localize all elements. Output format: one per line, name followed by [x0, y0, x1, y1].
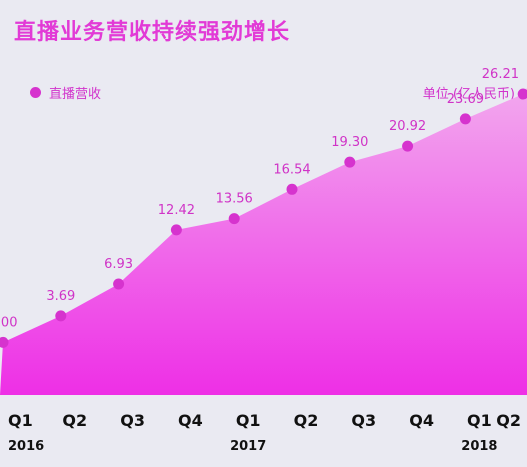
data-point — [228, 213, 240, 225]
data-label: 12.42 — [158, 203, 195, 218]
x-tick-label: Q3 — [351, 411, 376, 430]
x-tick-label: Q2 — [294, 411, 319, 430]
data-label: 3.69 — [46, 289, 75, 304]
data-points — [0, 88, 527, 348]
year-label: 2017 — [230, 439, 266, 454]
data-label: 19.30 — [331, 135, 368, 150]
legend: 直播营收 — [30, 83, 101, 102]
data-point — [402, 140, 414, 152]
data-point — [459, 113, 471, 125]
revenue-area — [0, 88, 527, 395]
x-tick-label: Q2 — [62, 411, 87, 430]
x-tick-label: Q1 — [236, 411, 261, 430]
data-label: 13.56 — [216, 192, 253, 207]
year-label: 2016 — [8, 439, 44, 454]
data-label: 26.21 — [482, 67, 519, 82]
data-label: 20.92 — [389, 119, 426, 134]
value-labels: 1.00 3.69 6.93 12.42 13.56 16.54 19.30 20.92 23.… — [0, 67, 519, 330]
year-label: 2018 — [461, 439, 497, 454]
data-point — [55, 310, 67, 322]
data-label: 23.69 — [447, 92, 484, 107]
data-point — [113, 278, 125, 290]
data-point — [344, 156, 356, 168]
x-tick-label: Q1 — [8, 411, 33, 430]
unit-label: 单位 (亿人民币) — [422, 87, 515, 102]
data-point — [170, 224, 182, 236]
data-point — [286, 183, 298, 195]
x-tick-label: Q4 — [409, 411, 434, 430]
x-tick-label: Q1 — [467, 411, 492, 430]
data-label: 16.54 — [273, 162, 310, 177]
x-tick-label: Q2 — [496, 411, 521, 430]
legend-marker — [30, 87, 41, 98]
data-point — [517, 88, 527, 100]
data-point — [0, 336, 9, 348]
chart-title: 直播业务营收持续强劲增长 — [14, 20, 291, 45]
data-label: 6.93 — [104, 257, 133, 272]
legend-label: 直播营收 — [49, 87, 102, 102]
data-label: 1.00 — [0, 315, 17, 330]
x-tick-label: Q4 — [178, 411, 203, 430]
x-tick-label: Q3 — [120, 411, 145, 430]
